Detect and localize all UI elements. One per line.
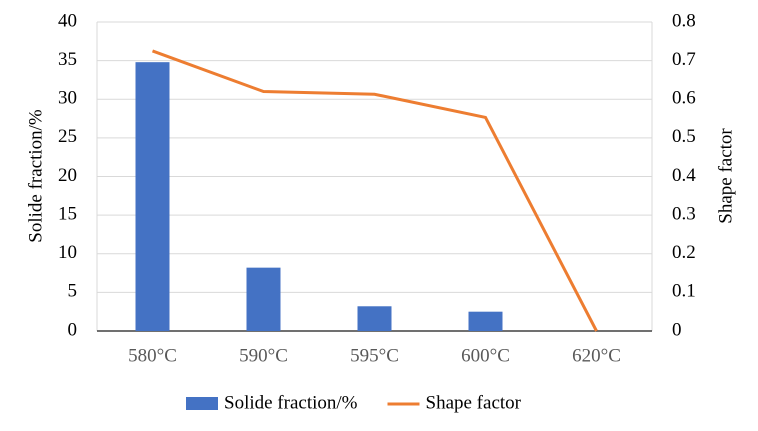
x-tick-label: 580°C	[128, 345, 177, 366]
y2-tick-label: 0.1	[672, 281, 696, 302]
y2-tick-label: 0.5	[672, 126, 696, 147]
y2-tick-label: 0.8	[672, 10, 696, 31]
y2-tick-label: 0	[672, 319, 682, 340]
y2-tick-label: 0.7	[672, 49, 696, 70]
y2-tick-label: 0.3	[672, 203, 696, 224]
y2-axis-label: Shape factor	[715, 128, 736, 224]
y-tick-label: 30	[58, 88, 77, 109]
legend-label: Shape factor	[426, 392, 522, 413]
line	[151, 49, 598, 332]
x-tick-label: 620°C	[572, 345, 621, 366]
y-tick-label: 5	[68, 281, 78, 302]
y-tick-label: 10	[58, 242, 77, 263]
y-tick-label: 35	[58, 49, 77, 70]
legend-label: Solide fraction/%	[224, 392, 358, 413]
bar	[468, 311, 503, 331]
bar	[357, 306, 392, 331]
y-tick-label: 15	[58, 203, 77, 224]
bar	[135, 62, 170, 332]
y2-tick-label: 0.6	[672, 88, 696, 109]
y2-tick-label: 0.4	[672, 165, 696, 186]
legend-swatch	[186, 397, 218, 410]
y-axis-label: Solide fraction/%	[25, 109, 46, 243]
y-tick-label: 0	[68, 319, 78, 340]
y-tick-label: 25	[58, 126, 77, 147]
y-tick-label: 20	[58, 165, 77, 186]
x-tick-label: 600°C	[461, 345, 510, 366]
x-tick-label: 590°C	[239, 345, 288, 366]
bar	[246, 267, 281, 331]
y2-tick-label: 0.2	[672, 242, 696, 263]
y-tick-label: 40	[58, 10, 77, 31]
x-tick-label: 595°C	[350, 345, 399, 366]
